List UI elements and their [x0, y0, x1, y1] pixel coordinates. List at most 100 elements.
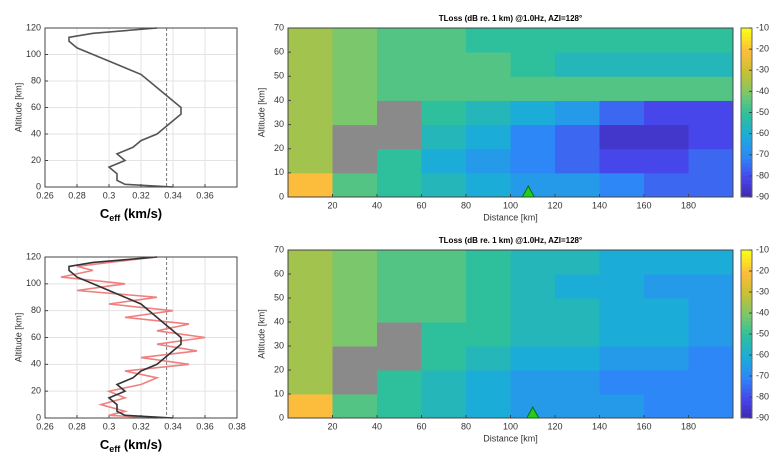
colorbar-segment [741, 70, 752, 75]
heat-cell [644, 298, 689, 323]
colorbar-segment [741, 82, 752, 88]
heat-cell [688, 298, 734, 323]
heat-cell [555, 346, 600, 371]
heat-cell [377, 394, 422, 419]
colorbar-segment [741, 300, 752, 306]
y-tick-label: 120 [26, 251, 41, 261]
heat-cell [466, 52, 511, 77]
heat-cell [555, 274, 600, 299]
heat-cell [332, 28, 378, 53]
plot-frame [44, 256, 238, 419]
colorbar-segment [741, 388, 752, 394]
heat-cell [555, 394, 600, 419]
plot-frame [287, 249, 734, 419]
heat-cell [377, 100, 422, 126]
colorbar-segment [741, 53, 752, 59]
heat-cell [510, 28, 556, 53]
heat-cell [688, 76, 734, 101]
y-tick-label: 70 [274, 244, 284, 254]
heat-cell [510, 370, 556, 395]
colorbar-segment [741, 329, 752, 335]
heat-cell [288, 346, 333, 371]
colorbar-segment [741, 258, 752, 264]
x-axis-label: Distance [km] [483, 433, 538, 443]
colorbar-segment [741, 317, 752, 322]
colorbar-label: -20 [756, 44, 769, 54]
colorbar-segment [741, 171, 752, 177]
colorbar-segment [741, 292, 752, 297]
x-tick-label: 0.38 [228, 421, 246, 431]
x-tick-label: 0.34 [164, 421, 182, 431]
heat-cell [377, 172, 422, 198]
x-tick-label: 0.32 [132, 421, 150, 431]
heat-cell [510, 322, 556, 347]
x-tick-label: 80 [461, 421, 471, 431]
heat-cell [644, 394, 689, 419]
colorbar-segment [741, 346, 752, 352]
colorbar-segment [741, 342, 752, 348]
chart-title: TLoss (dB re. 1 km) @1.0Hz, AZI=128° [439, 14, 582, 23]
heat-cell [421, 52, 467, 77]
heat-cell [555, 148, 600, 174]
colorbar-label: -10 [756, 244, 769, 254]
x-tick-label: 60 [416, 200, 426, 210]
colorbar-segment [741, 376, 752, 381]
heat-cell [688, 322, 734, 347]
y-tick-label: 50 [274, 292, 284, 302]
heat-cell [377, 28, 422, 53]
chart-title: TLoss (dB re. 1 km) @1.0Hz, AZI=128° [439, 236, 582, 245]
plot-frame [44, 27, 238, 188]
heat-cell [466, 346, 511, 371]
colorbar-segment [741, 384, 752, 390]
heat-cell [377, 76, 422, 101]
heat-cell [466, 298, 511, 323]
heat-cell [466, 172, 511, 198]
heat-cell [688, 370, 734, 395]
colorbar-segment [741, 74, 752, 80]
heat-cell [644, 100, 689, 126]
colorbar-segment [741, 250, 752, 255]
y-tick-label: 80 [31, 75, 41, 85]
colorbar-label: -70 [756, 370, 769, 380]
colorbar-label: -10 [756, 22, 769, 32]
colorbar-segment [741, 28, 752, 33]
label-part: eff [109, 213, 121, 223]
colorbar-segment [741, 87, 752, 92]
colorbar-segment [741, 129, 752, 135]
heat-cell [332, 298, 378, 323]
heat-cell [421, 124, 467, 150]
y-tick-label: 60 [274, 268, 284, 278]
x-tick-label: 0.26 [36, 190, 54, 200]
heat-cell [288, 124, 333, 150]
heat-cell [510, 274, 556, 299]
heat-cell [288, 172, 333, 198]
colorbar-label: -40 [756, 86, 769, 96]
colorbar-segment [741, 142, 752, 147]
x-tick-label: 40 [372, 200, 382, 210]
colorbar-segment [741, 304, 752, 310]
heat-cell [466, 28, 511, 53]
heat-cell [466, 370, 511, 395]
colorbar-segment [741, 163, 752, 168]
heat-cell [377, 52, 422, 77]
heat-cell [599, 76, 645, 101]
label-part: C [100, 437, 110, 452]
heat-cell [332, 76, 378, 101]
x-axis-label: Ceff (km/s) [100, 206, 162, 223]
heat-cell [599, 28, 645, 53]
colorbar-segment [741, 150, 752, 156]
x-tick-label: 0.34 [164, 190, 182, 200]
heat-cell [377, 124, 422, 150]
heat-cell [377, 346, 422, 371]
colorbar-segment [741, 262, 752, 268]
y-tick-label: 0 [36, 412, 41, 422]
y-tick-label: 0 [279, 412, 284, 422]
y-axis-label: Altitude [km] [256, 88, 266, 138]
x-tick-label: 160 [636, 200, 651, 210]
heat-cell [644, 148, 689, 174]
colorbar-segment [741, 108, 752, 113]
label-part: C [100, 206, 110, 221]
heat-cell [510, 52, 556, 77]
heat-cell [377, 148, 422, 174]
x-tick-label: 100 [503, 200, 518, 210]
